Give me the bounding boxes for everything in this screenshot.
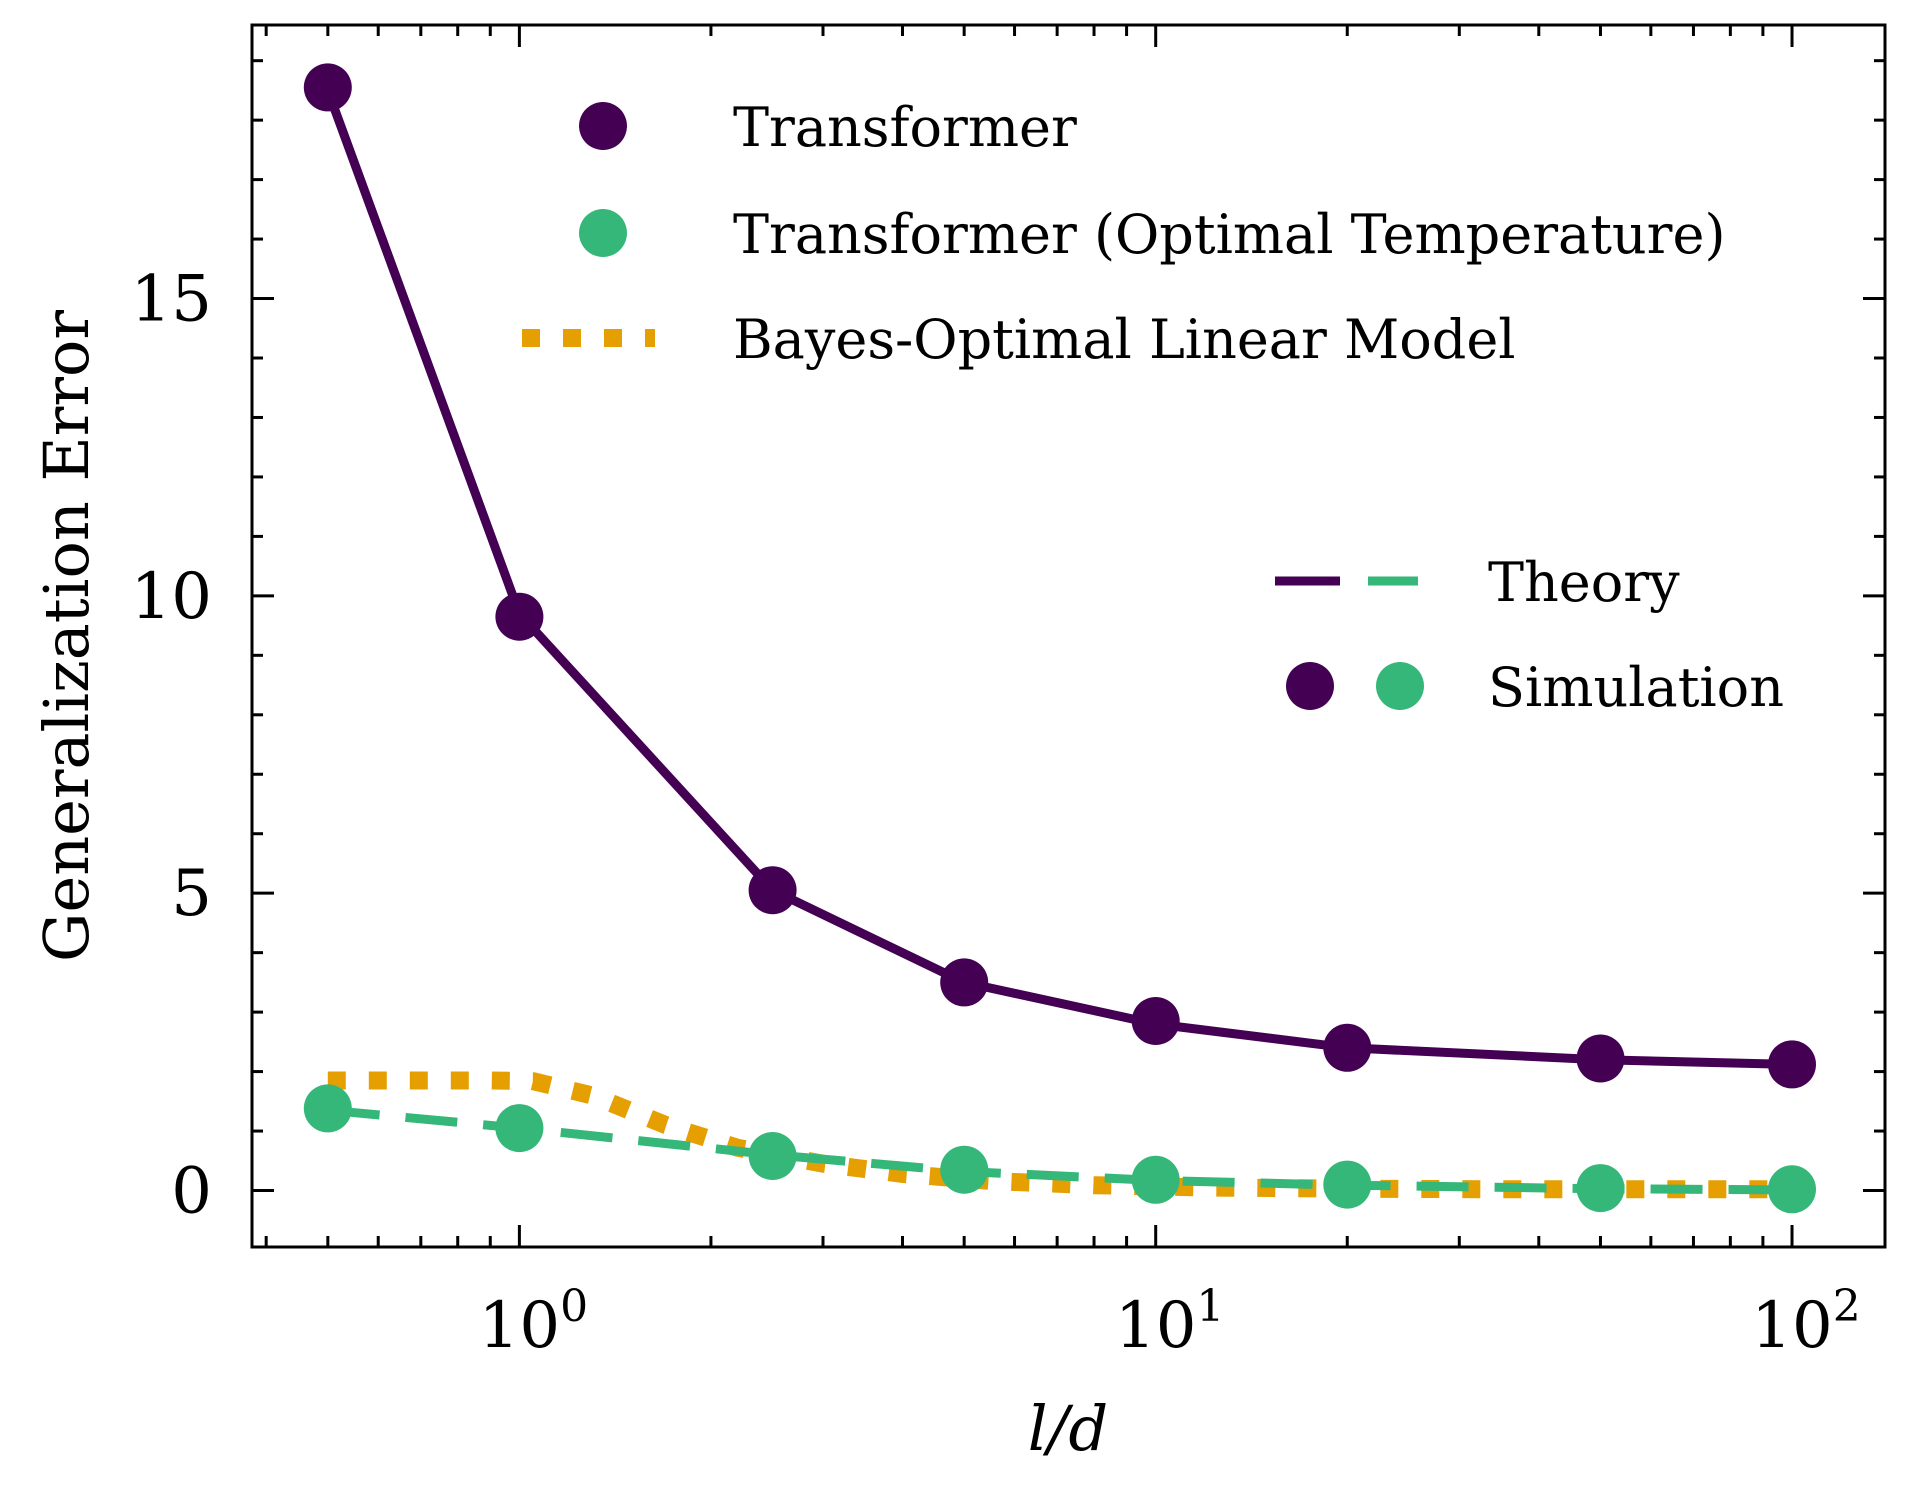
- legend-simulation-label: Simulation: [1488, 656, 1784, 719]
- legend-transformer-marker: [579, 102, 627, 150]
- x-tick-label-10: 101: [1115, 1281, 1224, 1363]
- series-1-point-2: [748, 1132, 797, 1180]
- series-0-point-0: [303, 63, 352, 112]
- y-tick-label-0: 0: [171, 1155, 212, 1229]
- series-line-0: [323, 88, 1793, 1069]
- x-tick-exponent: 2: [1833, 1281, 1861, 1332]
- y-tick-label-10: 10: [131, 560, 212, 634]
- legend-optimal-marker: [579, 209, 627, 257]
- y-tick-label-5: 5: [171, 857, 212, 931]
- x-tick-label-1: 100: [479, 1281, 588, 1363]
- x-tick-exponent: 0: [560, 1281, 588, 1332]
- series-0-point-4: [1131, 997, 1180, 1045]
- series-0-point-6: [1576, 1034, 1625, 1083]
- plot-area: [303, 63, 1816, 1214]
- axis-ticks: [252, 25, 1885, 1247]
- series-0-point-5: [1323, 1023, 1372, 1072]
- legend-right: Theory Simulation: [1275, 551, 1784, 719]
- legend-simulation-marker-purple: [1286, 662, 1334, 710]
- legend-optimal-label: Transformer (Optimal Temperature): [733, 203, 1726, 266]
- legend-theory-label: Theory: [1488, 551, 1680, 614]
- series-1-point-6: [1576, 1164, 1625, 1213]
- series-0-point-2: [748, 866, 797, 915]
- x-tick-exponent: 1: [1196, 1281, 1224, 1332]
- series-0-point-1: [495, 592, 544, 641]
- x-tick-base: 10: [1751, 1289, 1832, 1363]
- x-tick-base: 10: [479, 1289, 560, 1363]
- x-tick-label-100: 102: [1751, 1281, 1860, 1363]
- series-1-point-4: [1131, 1155, 1180, 1204]
- y-axis-label: Generalization Error: [30, 310, 103, 962]
- series-0-point-7: [1768, 1040, 1816, 1089]
- x-axis-label: l/d: [1028, 1392, 1108, 1465]
- series-1-point-1: [495, 1104, 544, 1153]
- series-1-point-7: [1768, 1165, 1816, 1214]
- legend-transformer-label: Transformer: [733, 96, 1077, 159]
- plot-frame: [250, 23, 1887, 1249]
- legend-bayes-label: Bayes-Optimal Linear Model: [733, 308, 1516, 371]
- series-1-point-0: [303, 1084, 352, 1133]
- series-1-point-3: [940, 1145, 989, 1194]
- x-tick-base: 10: [1115, 1289, 1196, 1363]
- legend-simulation-marker-green: [1376, 662, 1424, 710]
- series-line-1: [327, 1105, 1793, 1195]
- legend-top: Transformer Transformer (Optimal Tempera…: [522, 96, 1726, 371]
- series-1-point-5: [1323, 1160, 1372, 1209]
- series-0-point-3: [940, 958, 989, 1007]
- y-tick-label-15: 15: [131, 263, 212, 337]
